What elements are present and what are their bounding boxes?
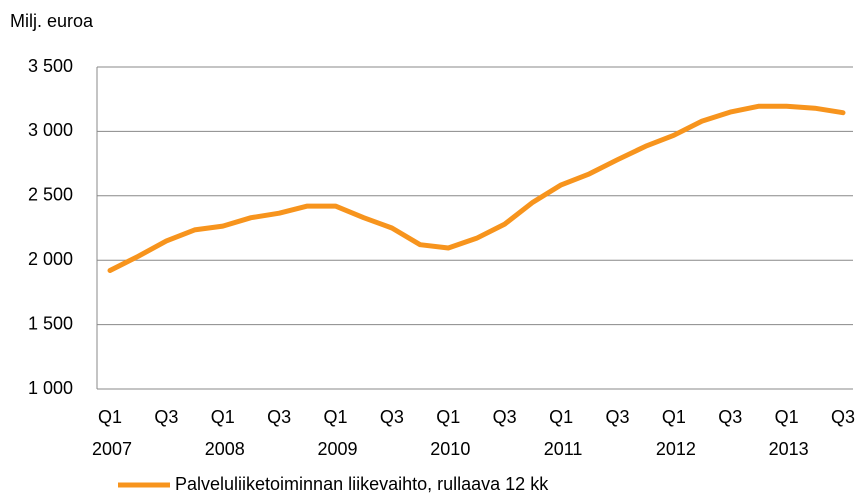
x-tick-label: Q3	[154, 407, 178, 427]
x-tick-label: Q3	[267, 407, 291, 427]
y-tick-label: 3 500	[28, 56, 73, 76]
y-tick-label: 1 500	[28, 313, 73, 333]
x-tick-label: Q1	[662, 407, 686, 427]
line-series	[107, 103, 846, 273]
y-tick-label: 1 000	[28, 378, 73, 398]
x-tick-label: Q1	[98, 407, 122, 427]
x-tick-label: Q3	[605, 407, 629, 427]
x-tick-label: Q1	[211, 407, 235, 427]
y-axis-label: Milj. euroa	[10, 11, 94, 31]
x-tick-label: Q1	[549, 407, 573, 427]
x-tick-label: Q1	[775, 407, 799, 427]
x-year-label: 2013	[769, 439, 809, 459]
x-tick-label: Q3	[380, 407, 404, 427]
x-year-label: 2007	[92, 439, 132, 459]
x-tick-label: Q3	[493, 407, 517, 427]
x-tick-label: Q1	[436, 407, 460, 427]
x-year-label: 2008	[205, 439, 245, 459]
y-tick-label: 2 000	[28, 249, 73, 269]
legend-label: Palveluliiketoiminnan liikevaihto, rulla…	[175, 474, 549, 494]
x-tick-label: Q1	[324, 407, 348, 427]
x-tick-label: Q3	[831, 407, 855, 427]
x-tick-label: Q3	[718, 407, 742, 427]
x-year-label: 2012	[656, 439, 696, 459]
x-year-label: 2010	[430, 439, 470, 459]
x-year-label: 2009	[318, 439, 358, 459]
y-tick-label: 3 000	[28, 120, 73, 140]
y-tick-label: 2 500	[28, 185, 73, 205]
x-year-label: 2011	[544, 439, 583, 459]
